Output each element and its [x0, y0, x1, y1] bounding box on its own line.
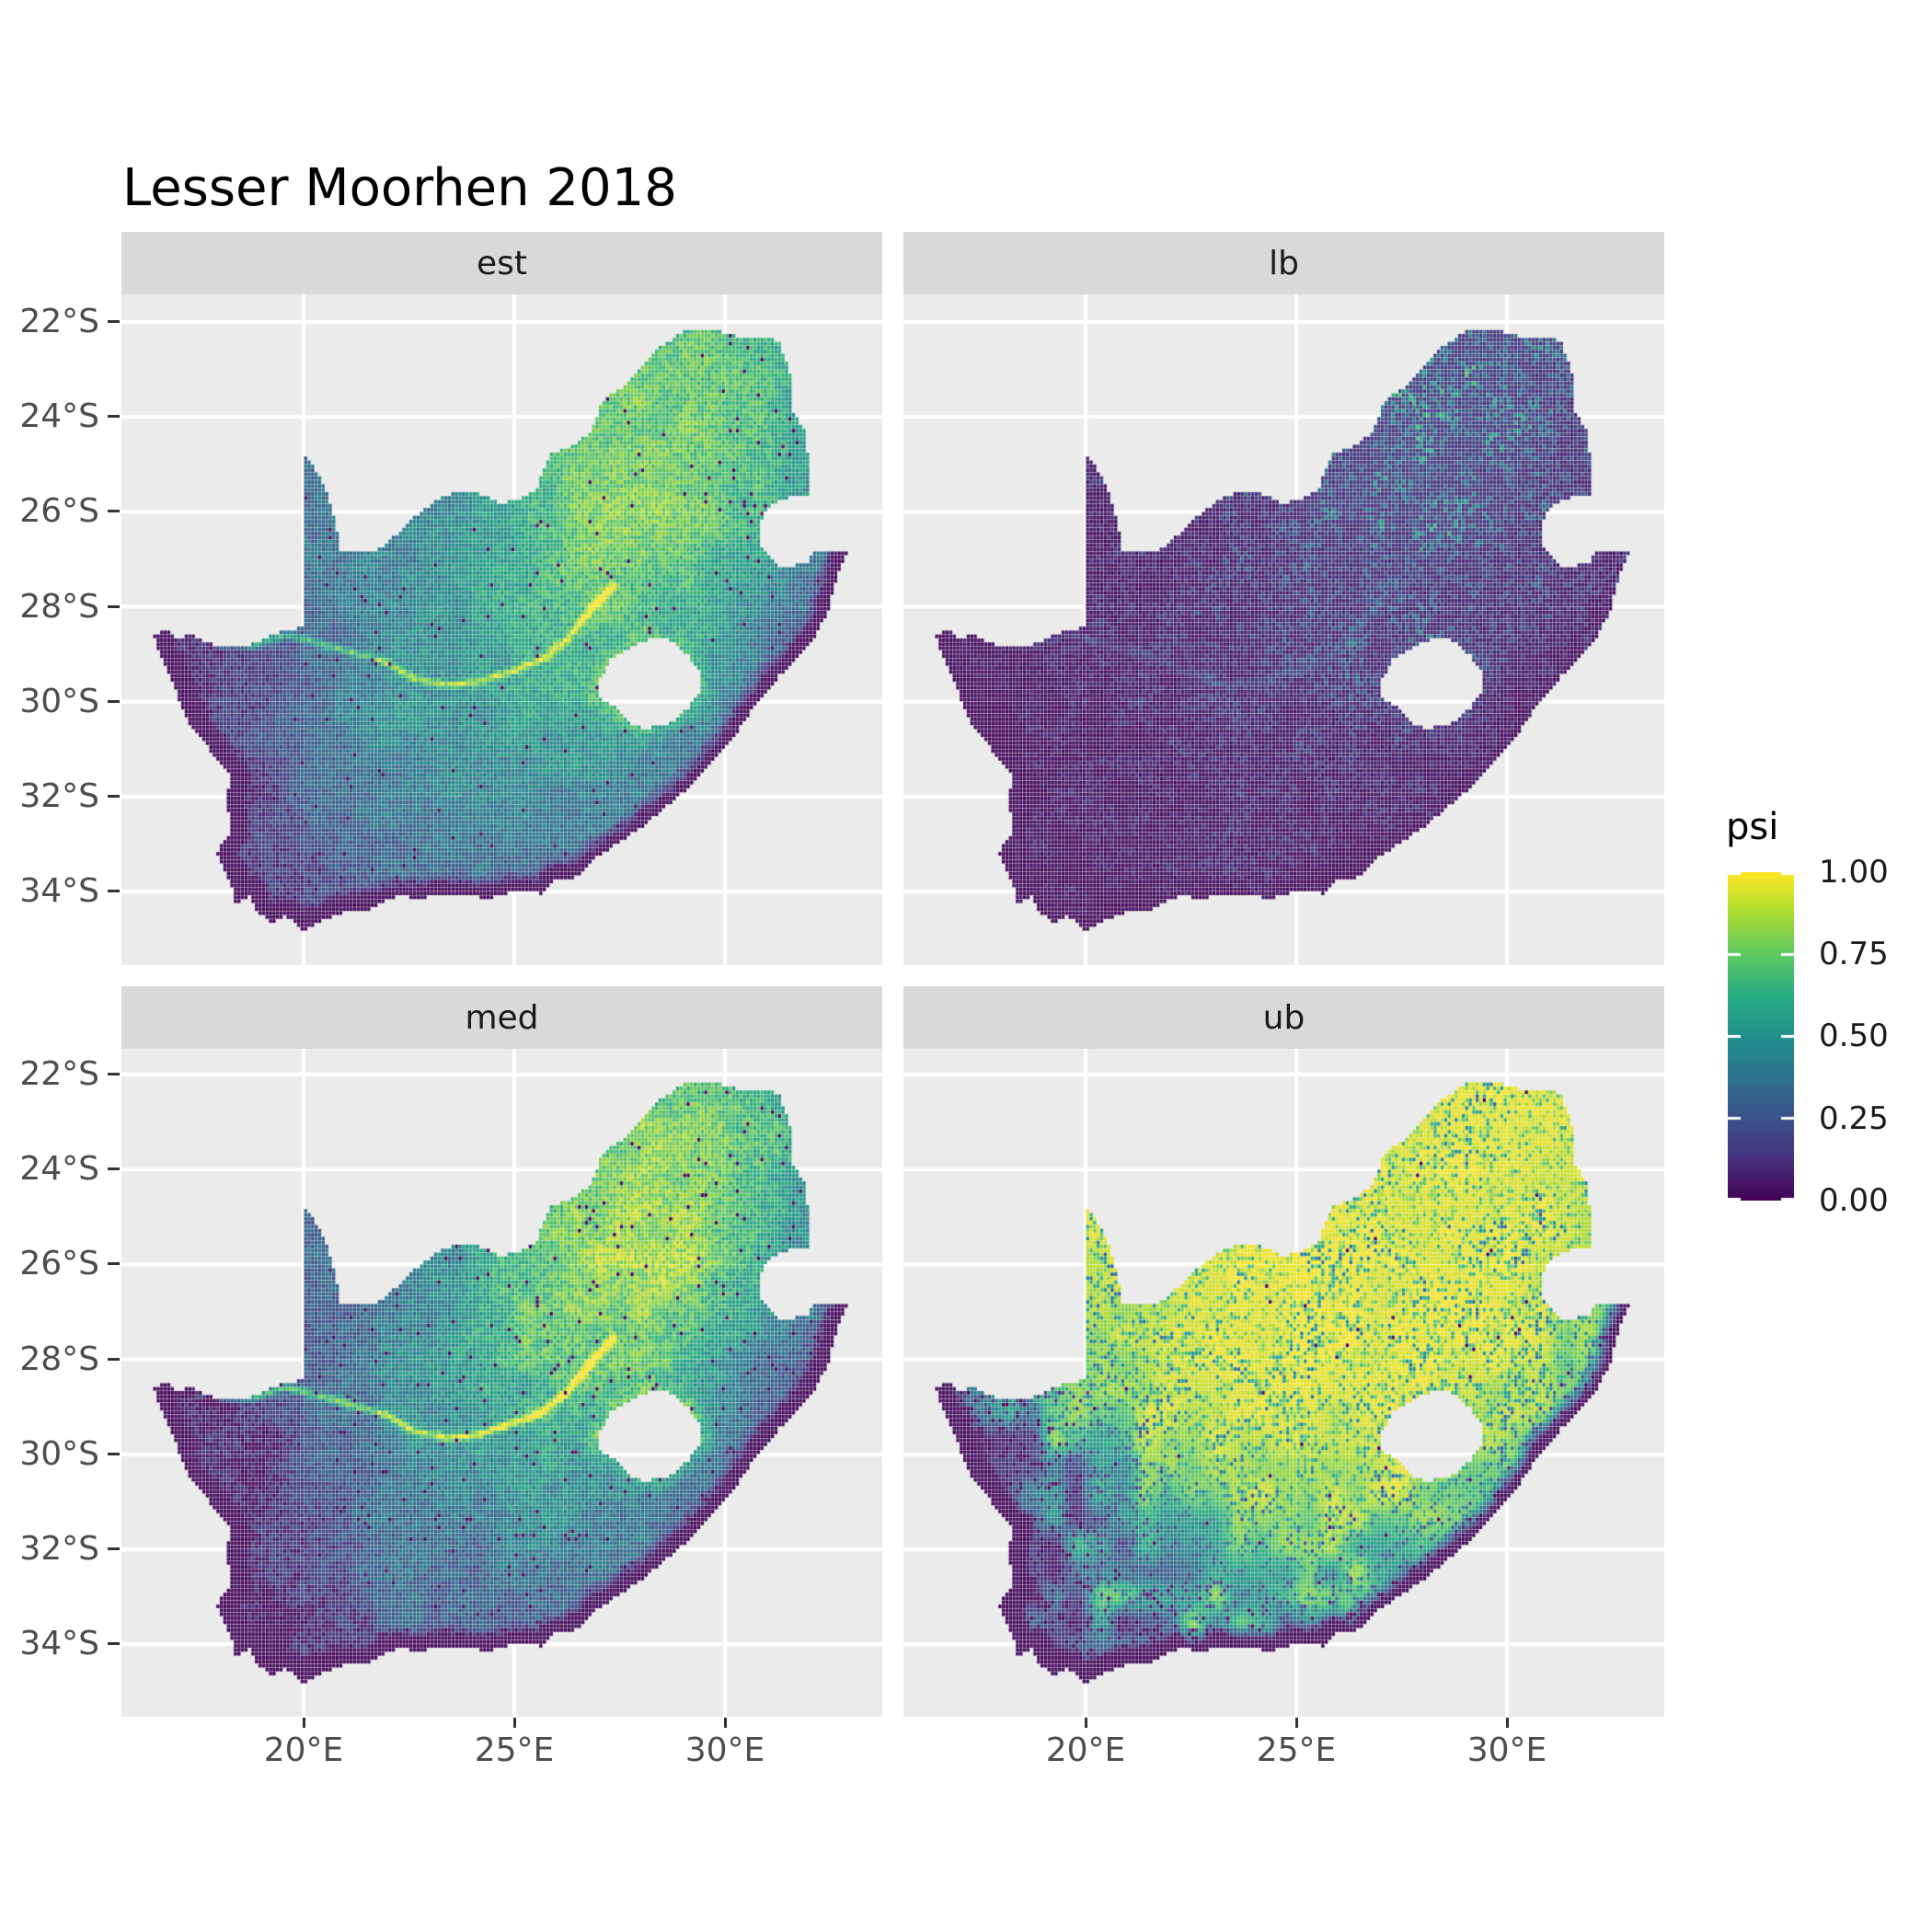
- y-axis-tick: [108, 320, 120, 323]
- y-axis-tick: [108, 1452, 120, 1455]
- y-axis-label: 30°S: [19, 682, 99, 720]
- y-axis-label: 22°S: [19, 303, 99, 340]
- legend-label: 0.00: [1819, 1182, 1889, 1219]
- x-axis-label: 25°E: [474, 1731, 555, 1769]
- y-axis-tick: [108, 604, 120, 608]
- x-axis-label: 25°E: [1256, 1731, 1337, 1769]
- y-axis-tick: [108, 699, 120, 703]
- x-axis-tick: [1084, 1718, 1087, 1728]
- y-axis-label: 24°S: [19, 397, 99, 436]
- y-axis-label: 34°S: [19, 1625, 99, 1663]
- y-axis-label: 26°S: [19, 1245, 99, 1283]
- map-panel-med: [121, 1049, 882, 1717]
- y-axis-tick: [108, 1357, 120, 1361]
- facet-strip-est: est: [121, 232, 882, 294]
- facet-strip-lb: lb: [903, 232, 1664, 294]
- facet-strip-med: med: [121, 986, 882, 1049]
- legend-label: 0.50: [1819, 1018, 1889, 1054]
- plot-title: Lesser Moorhen 2018: [122, 158, 677, 218]
- y-axis-tick: [108, 415, 120, 419]
- x-axis-tick: [723, 1718, 727, 1728]
- legend-label: 1.00: [1819, 854, 1889, 891]
- x-axis-label: 30°E: [1466, 1731, 1547, 1769]
- y-axis-tick: [108, 890, 120, 893]
- y-axis-label: 30°S: [19, 1434, 99, 1473]
- y-axis-label: 34°S: [19, 872, 99, 911]
- legend-label: 0.25: [1819, 1100, 1889, 1137]
- legend-label: 0.75: [1819, 936, 1889, 972]
- y-axis-label: 28°S: [19, 587, 99, 626]
- x-axis-label: 30°E: [684, 1731, 765, 1769]
- y-axis-tick: [108, 510, 120, 513]
- y-axis-tick: [108, 1547, 120, 1550]
- y-axis-label: 24°S: [19, 1150, 99, 1189]
- legend-colorbar: [1728, 872, 1794, 1201]
- map-panel-lb: [903, 294, 1664, 965]
- map-panel-ub: [903, 1049, 1664, 1717]
- y-axis-label: 32°S: [19, 777, 99, 815]
- x-axis-tick: [1505, 1718, 1509, 1728]
- facet-strip-label: lb: [1269, 244, 1299, 282]
- y-axis-tick: [108, 1262, 120, 1266]
- y-axis-label: 26°S: [19, 492, 99, 531]
- facet-strip-ub: ub: [903, 986, 1664, 1049]
- y-axis-label: 28°S: [19, 1340, 99, 1378]
- x-axis-label: 20°E: [263, 1731, 344, 1769]
- y-axis-tick: [108, 1073, 120, 1075]
- x-axis-tick: [302, 1718, 305, 1728]
- facet-strip-label: est: [476, 244, 528, 282]
- y-axis-tick: [108, 1642, 120, 1646]
- x-axis-tick: [1294, 1718, 1298, 1728]
- map-panel-est: [121, 294, 882, 965]
- facet-strip-label: med: [465, 998, 539, 1037]
- facet-strip-label: ub: [1262, 998, 1305, 1037]
- x-axis-label: 20°E: [1045, 1731, 1126, 1769]
- y-axis-label: 22°S: [19, 1055, 99, 1093]
- y-axis-tick: [108, 1167, 120, 1171]
- legend-title: psi: [1726, 806, 1779, 848]
- y-axis-label: 32°S: [19, 1530, 99, 1568]
- x-axis-tick: [512, 1718, 516, 1728]
- y-axis-tick: [108, 795, 120, 798]
